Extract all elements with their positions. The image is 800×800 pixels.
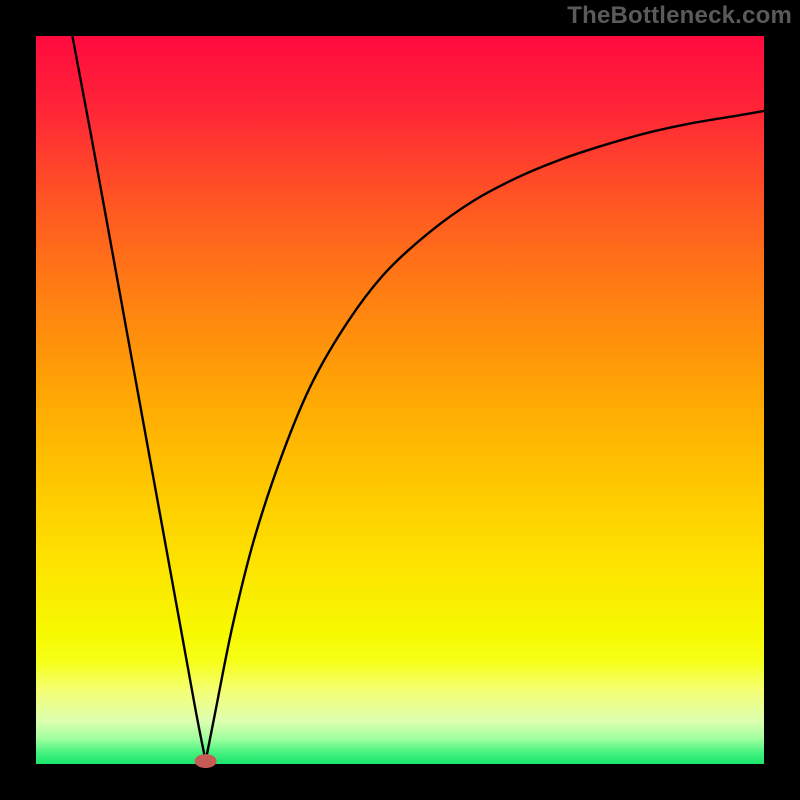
optimum-marker (195, 754, 217, 768)
watermark-text: TheBottleneck.com (567, 2, 792, 30)
plot-background (36, 36, 764, 764)
chart-svg (0, 0, 800, 800)
chart-container: TheBottleneck.com (0, 0, 800, 800)
